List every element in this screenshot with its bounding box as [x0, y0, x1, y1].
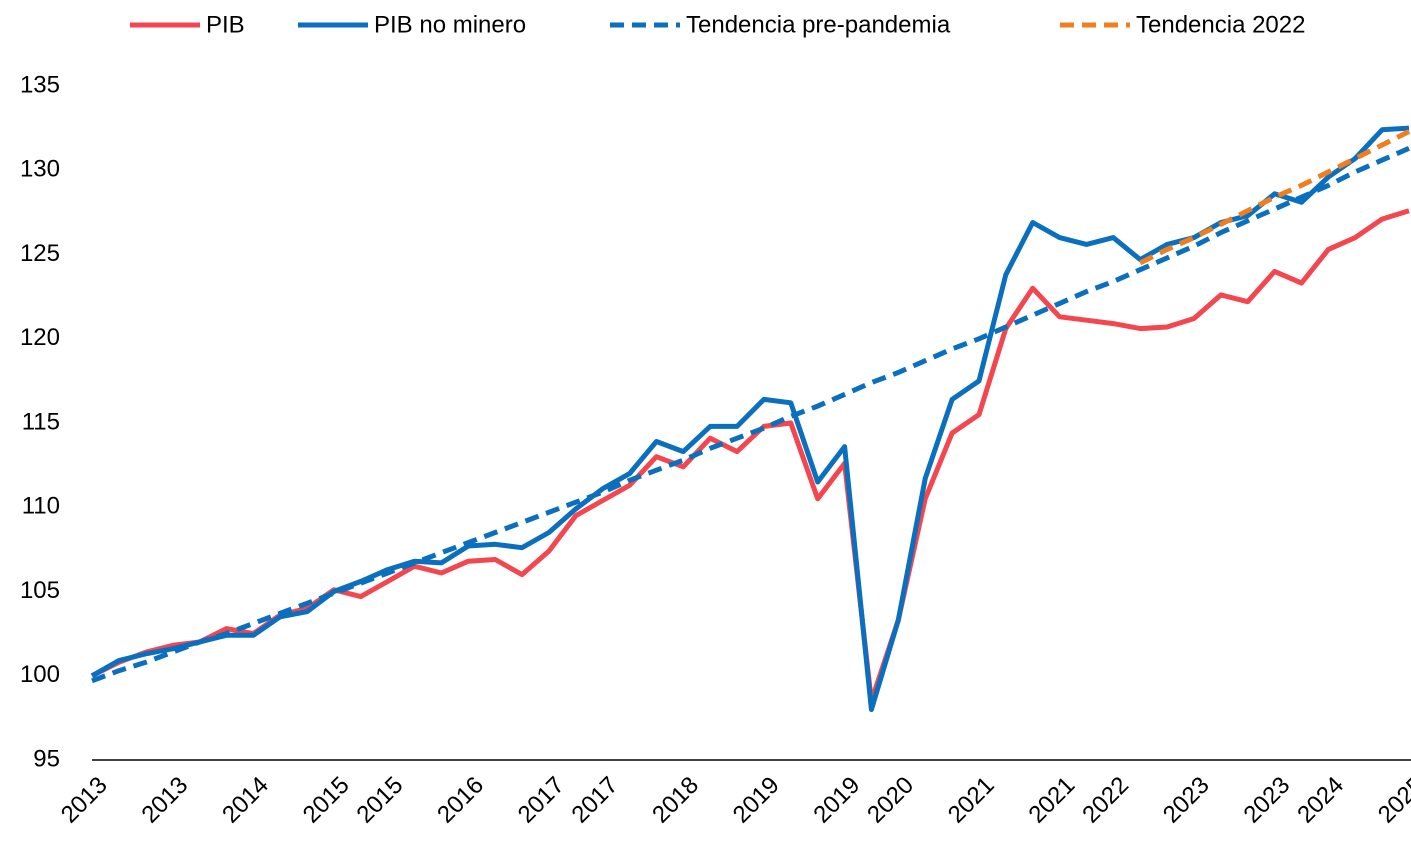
- x-tick-label: 2020: [862, 772, 919, 829]
- y-tick-label: 115: [22, 408, 60, 435]
- x-tick-label: 2019: [728, 772, 785, 829]
- x-tick-label: 2021: [1023, 772, 1080, 829]
- x-tick-label: 2019: [808, 772, 865, 829]
- legend-label: PIB: [206, 11, 245, 38]
- x-tick-label: 2013: [56, 772, 113, 829]
- x-tick-label: 2022: [1077, 772, 1134, 829]
- x-tick-label: 2021: [943, 772, 1000, 829]
- y-tick-label: 105: [20, 577, 60, 604]
- series-line: [90, 208, 1410, 704]
- y-tick-label: 125: [20, 240, 60, 267]
- series-line: [91, 146, 1411, 684]
- x-tick-label: 2015: [352, 772, 409, 829]
- series-line: [1139, 129, 1411, 266]
- x-tick-label: 2018: [647, 772, 704, 829]
- legend-label: Tendencia pre-pandemia: [686, 11, 951, 38]
- y-tick-label: 95: [33, 745, 60, 772]
- y-tick-label: 130: [20, 156, 60, 183]
- series-line: [90, 125, 1410, 712]
- x-tick-label: 2014: [217, 772, 274, 829]
- legend-label: PIB no minero: [374, 11, 526, 38]
- x-tick-label: 2013: [137, 772, 194, 829]
- y-tick-label: 100: [20, 661, 60, 688]
- x-tick-label: 2024: [1292, 772, 1349, 829]
- y-tick-label: 110: [22, 493, 60, 520]
- y-tick-label: 120: [20, 324, 60, 351]
- x-tick-label: 2017: [513, 772, 570, 829]
- x-tick-label: 2023: [1158, 772, 1215, 829]
- x-tick-label: 2023: [1238, 772, 1295, 829]
- y-tick-label: 135: [20, 71, 60, 98]
- x-tick-label: 2017: [567, 772, 624, 829]
- legend-label: Tendencia 2022: [1136, 11, 1305, 38]
- x-tick-label: 2025: [1373, 772, 1411, 829]
- x-tick-label: 2016: [432, 772, 489, 829]
- x-tick-label: 2015: [298, 772, 355, 829]
